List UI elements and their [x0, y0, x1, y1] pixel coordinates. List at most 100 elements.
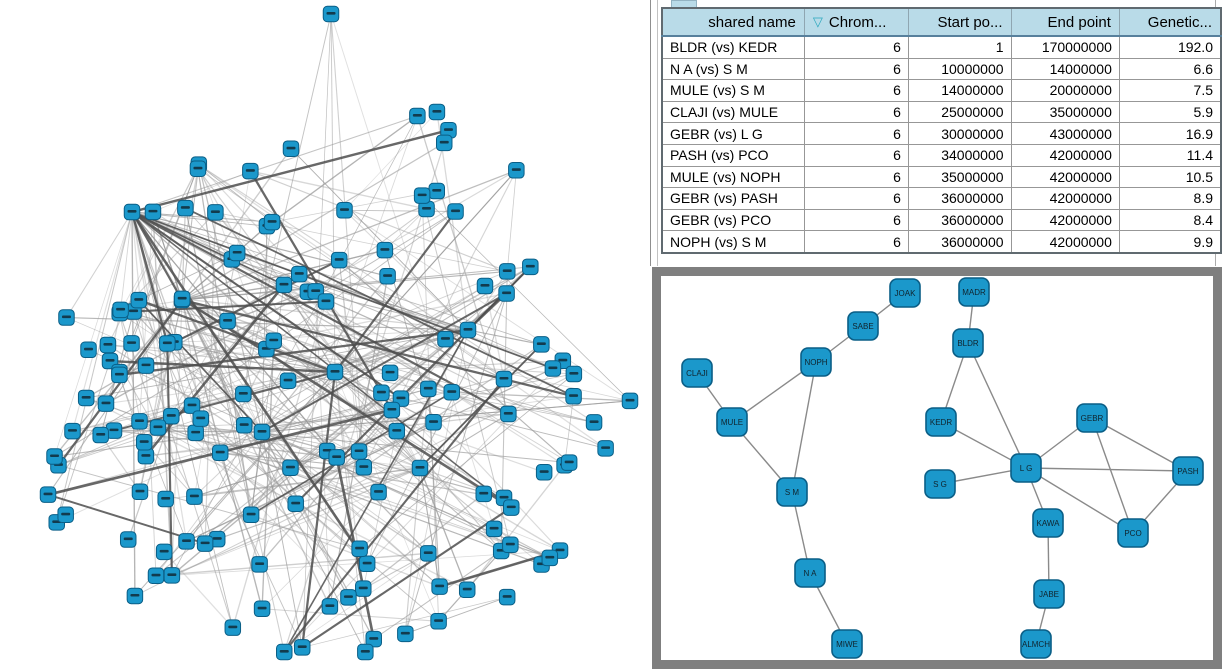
overview-edge[interactable] [181, 142, 445, 301]
cell-r7-c2[interactable]: 36000000 [907, 187, 1012, 210]
overview-edge[interactable] [195, 252, 238, 433]
overview-node[interactable] [137, 447, 155, 465]
cell-r6-c4[interactable]: 10.5 [1118, 165, 1222, 189]
table-row[interactable]: MULE (vs) S M 6 14000000 20000000 7.5 [661, 79, 1222, 102]
overview-node[interactable] [251, 556, 268, 573]
overview-node[interactable] [242, 506, 260, 524]
overview-edge[interactable] [181, 164, 200, 301]
overview-edge[interactable] [56, 360, 111, 523]
overview-node[interactable] [476, 277, 494, 295]
overview-edge[interactable] [214, 212, 502, 552]
filter-icon[interactable]: ▽ [812, 13, 823, 29]
overview-node[interactable] [597, 440, 614, 457]
overview-node[interactable] [397, 625, 414, 643]
overview-node[interactable] [57, 506, 74, 523]
column-header-1[interactable]: ▽ Chrom... [803, 7, 909, 37]
overview-node[interactable] [126, 587, 144, 605]
overview-edge[interactable] [358, 329, 469, 452]
node-shape[interactable] [952, 328, 984, 358]
overview-edge[interactable] [259, 115, 418, 565]
overview-node[interactable] [328, 449, 345, 466]
overview-node[interactable] [565, 365, 583, 383]
overview-edge[interactable] [181, 208, 186, 301]
node-shape[interactable] [1117, 518, 1149, 548]
subnetwork-node-NOPH[interactable]: NOPH [800, 347, 832, 377]
overview-node[interactable] [447, 203, 464, 220]
table-row[interactable]: N A (vs) S M 6 10000000 14000000 6.6 [661, 57, 1222, 81]
overview-node[interactable] [131, 483, 149, 501]
overview-edge[interactable] [334, 371, 366, 653]
overview-node[interactable] [173, 290, 191, 308]
overview-node[interactable] [157, 490, 174, 508]
overview-node[interactable] [253, 600, 271, 618]
overview-edge[interactable] [54, 211, 133, 457]
overview-edge[interactable] [198, 164, 595, 423]
overview-node[interactable] [621, 392, 639, 410]
overview-edge[interactable] [419, 467, 542, 565]
overview-edge[interactable] [173, 259, 340, 344]
overview-edge[interactable] [138, 299, 263, 433]
subnetwork-node-S M[interactable]: S M [776, 477, 808, 507]
overview-node[interactable] [443, 384, 460, 401]
overview-node[interactable] [99, 336, 117, 354]
overview-node[interactable] [379, 268, 396, 285]
overview-node[interactable] [282, 140, 300, 157]
overview-node[interactable] [64, 422, 81, 440]
overview-edge[interactable] [72, 393, 244, 432]
cell-r7-c4[interactable]: 8.9 [1118, 187, 1222, 210]
overview-node[interactable] [219, 312, 236, 330]
overview-node[interactable] [119, 531, 137, 548]
cell-r5-c3[interactable]: 42000000 [1010, 143, 1120, 167]
overview-edge[interactable] [301, 13, 332, 648]
overview-edge[interactable] [421, 195, 631, 402]
overview-node[interactable] [196, 535, 214, 552]
overview-edge[interactable] [181, 299, 366, 653]
overview-edge[interactable] [301, 371, 337, 648]
subnetwork-node-ALMCH[interactable]: ALMCH [1020, 629, 1052, 659]
overview-node[interactable] [409, 107, 426, 125]
overview-node[interactable] [428, 182, 446, 200]
overview-network-canvas[interactable] [0, 0, 648, 669]
overview-node[interactable] [287, 495, 304, 512]
cell-r8-c2[interactable]: 36000000 [907, 208, 1012, 232]
cell-r4-c0[interactable]: GEBR (vs) L G [661, 122, 805, 145]
cell-r6-c3[interactable]: 42000000 [1010, 165, 1120, 189]
overview-node[interactable] [485, 520, 503, 538]
overview-node[interactable] [376, 241, 394, 259]
overview-node[interactable] [431, 578, 448, 595]
overview-edge[interactable] [250, 170, 508, 272]
subnetwork-node-MADR[interactable]: MADR [958, 277, 990, 307]
overview-edge[interactable] [85, 397, 468, 591]
node-shape[interactable] [847, 311, 879, 341]
overview-edge[interactable] [261, 292, 508, 433]
overview-node[interactable] [123, 203, 141, 221]
overview-edge[interactable] [120, 211, 133, 310]
overview-node[interactable] [207, 204, 224, 221]
cell-r5-c0[interactable]: PASH (vs) PCO [661, 143, 805, 167]
node-shape[interactable] [958, 277, 990, 307]
overview-node[interactable] [388, 422, 406, 440]
overview-edge[interactable] [181, 299, 349, 598]
cell-r2-c0[interactable]: MULE (vs) S M [661, 79, 805, 102]
node-shape[interactable] [1020, 629, 1052, 659]
overview-edge[interactable] [405, 596, 508, 635]
cell-r4-c2[interactable]: 30000000 [907, 122, 1012, 145]
overview-node[interactable] [420, 545, 437, 562]
overview-edge[interactable] [144, 284, 285, 457]
subnetwork-node-S G[interactable]: S G [924, 469, 956, 499]
overview-edge[interactable] [131, 211, 147, 366]
table-row[interactable]: PASH (vs) PCO 6 34000000 42000000 11.4 [661, 143, 1222, 167]
overview-edge[interactable] [261, 431, 440, 587]
overview-edge[interactable] [197, 168, 252, 515]
overview-edge[interactable] [334, 210, 457, 373]
node-shape[interactable] [1172, 456, 1204, 486]
overview-edge[interactable] [119, 328, 469, 377]
overview-node[interactable] [351, 540, 368, 558]
node-shape[interactable] [1010, 453, 1042, 483]
overview-edge[interactable] [302, 596, 508, 648]
overview-node[interactable] [144, 203, 162, 221]
overview-edge[interactable] [227, 320, 393, 411]
overview-node[interactable] [358, 555, 376, 573]
overview-node[interactable] [131, 413, 148, 430]
overview-node[interactable] [428, 103, 446, 121]
